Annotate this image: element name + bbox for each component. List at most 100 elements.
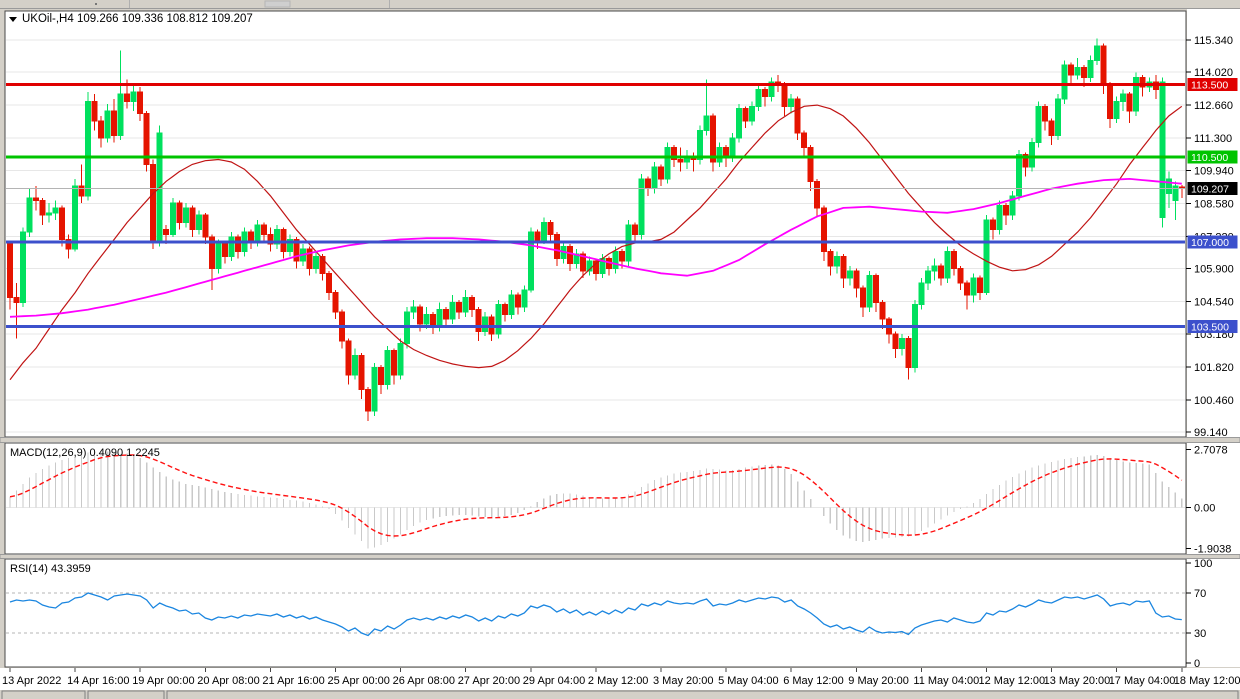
candle — [1009, 195, 1016, 216]
chart-tab[interactable] — [166, 690, 1239, 699]
rsi-tick-label: 30 — [1194, 628, 1206, 640]
candle — [527, 231, 534, 291]
candle — [566, 246, 573, 265]
macd-signal-line — [9, 454, 1183, 537]
candle — [618, 250, 625, 262]
candle — [46, 212, 53, 216]
price-tick-label: 112.660 — [1194, 100, 1233, 112]
candle — [801, 132, 808, 148]
candle — [430, 313, 437, 327]
candle — [807, 146, 814, 182]
candle — [462, 296, 469, 313]
time-label: 17 May 04:00 — [1109, 675, 1176, 687]
candle — [182, 207, 189, 223]
candle — [963, 282, 970, 296]
candle — [1022, 154, 1029, 168]
candle — [658, 166, 664, 180]
candle — [879, 301, 886, 320]
candle — [736, 108, 743, 139]
candle — [664, 146, 671, 180]
candle — [1113, 100, 1120, 119]
rsi-label: RSI(14) 43.3959 — [10, 563, 91, 575]
macd-tick-label: 2.7078 — [1194, 444, 1228, 456]
candle — [794, 98, 801, 134]
candle — [592, 260, 599, 274]
candle — [111, 110, 118, 136]
candle — [937, 265, 944, 279]
candle — [677, 159, 684, 163]
time-label: 6 May 12:00 — [783, 675, 844, 687]
candle — [749, 105, 756, 122]
candle — [892, 333, 899, 349]
candle — [325, 272, 332, 294]
candle — [1048, 120, 1055, 136]
price-tag-label: 110.500 — [1191, 152, 1228, 164]
candle — [553, 234, 560, 260]
time-label: 13 May 20:00 — [1044, 675, 1111, 687]
time-label: 5 May 04:00 — [718, 675, 779, 687]
candle — [358, 355, 365, 390]
candle — [898, 338, 905, 349]
chart-tab[interactable] — [1, 690, 86, 699]
candle — [990, 219, 997, 231]
candle — [189, 207, 196, 231]
candle — [475, 309, 482, 332]
panel-divider[interactable] — [0, 554, 1240, 559]
price-tag-label: 109.207 — [1191, 183, 1229, 195]
candle — [1094, 45, 1101, 61]
candle — [352, 355, 359, 376]
candle — [39, 200, 46, 216]
time-label: 9 May 20:00 — [848, 675, 909, 687]
symbol-dropdown-icon[interactable] — [9, 17, 17, 22]
candle — [13, 296, 20, 303]
time-label: 21 Apr 16:00 — [262, 675, 324, 687]
candle — [1081, 67, 1088, 78]
candle — [65, 238, 72, 250]
candle — [820, 207, 827, 252]
candle — [91, 100, 98, 122]
price-tick-label: 109.940 — [1194, 166, 1234, 178]
candle — [866, 275, 873, 308]
time-label: 13 Apr 2022 — [2, 675, 61, 687]
candle — [514, 294, 521, 308]
candle — [215, 243, 222, 269]
candle — [78, 185, 85, 197]
candle — [762, 88, 769, 98]
time-label: 11 May 04:00 — [913, 675, 979, 687]
candle — [1126, 93, 1133, 112]
candle — [612, 250, 619, 269]
candle — [267, 234, 274, 245]
candle — [260, 224, 267, 236]
candle — [384, 350, 391, 386]
candle — [33, 197, 40, 202]
chart-tab[interactable] — [87, 690, 165, 699]
rsi-value-line — [9, 592, 1182, 637]
panel-divider[interactable] — [0, 437, 1240, 443]
candle — [391, 350, 398, 376]
candle — [586, 260, 593, 272]
candle — [306, 248, 313, 269]
candle — [501, 304, 508, 315]
rsi-panel — [4, 558, 1187, 668]
candle — [482, 316, 489, 332]
candle — [1016, 154, 1023, 197]
rsi-axis — [1187, 559, 1240, 667]
time-label: 20 Apr 08:00 — [197, 675, 259, 687]
price-tag-label: 103.500 — [1191, 321, 1229, 333]
candle — [163, 229, 170, 236]
price-tag — [1187, 181, 1238, 195]
candle — [827, 250, 834, 267]
candle — [1159, 81, 1166, 219]
candle — [833, 255, 840, 267]
candle — [319, 255, 326, 274]
candle — [443, 309, 450, 320]
candle — [378, 367, 385, 386]
macd-label: MACD(12,26,9) 0.4090 1.2245 — [10, 447, 160, 459]
candle — [1139, 76, 1146, 88]
candle — [1003, 205, 1010, 216]
candle — [456, 301, 463, 313]
candle — [423, 313, 430, 325]
candle — [671, 146, 678, 161]
candle — [234, 236, 241, 252]
